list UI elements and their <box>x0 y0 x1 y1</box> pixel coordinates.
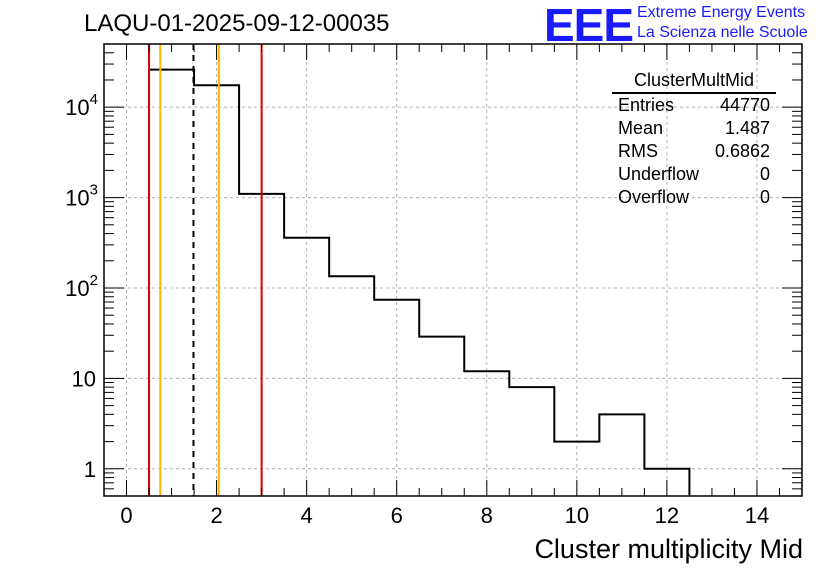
x-tick-label: 14 <box>745 503 769 528</box>
stats-box: ClusterMultMid Entries 44770 Mean 1.487 RMS 0… <box>612 70 776 209</box>
stats-value: 0 <box>759 187 770 207</box>
x-tick-label: 2 <box>210 503 222 528</box>
x-axis-label: Cluster multiplicity Mid <box>534 534 803 564</box>
logo-line-1: Extreme Energy Events <box>637 4 806 21</box>
stats-row: Entries 44770 <box>612 94 776 117</box>
stats-value: 1.487 <box>724 118 770 138</box>
eee-logo: EEE <box>544 0 634 51</box>
stats-row: RMS 0.6862 <box>612 140 776 163</box>
histogram-bin <box>329 276 374 496</box>
stats-label: Overflow <box>618 187 690 207</box>
y-axis: 1 10 102 103 104 <box>65 43 802 490</box>
grid-lines <box>104 44 802 496</box>
marker-lines <box>148 44 263 496</box>
y-tick-label: 10 <box>72 366 96 391</box>
stats-value: 44770 <box>719 95 770 115</box>
histogram-bin <box>374 300 419 496</box>
histogram-bin <box>464 371 509 496</box>
histogram-bin <box>149 70 194 496</box>
stats-title: ClusterMultMid <box>612 70 776 94</box>
histogram-bars <box>148 68 691 496</box>
histogram-outline <box>148 68 691 496</box>
y-tick-label: 1 <box>84 457 96 482</box>
stats-row: Overflow 0 <box>612 186 776 209</box>
plot-title: LAQU-01-2025-09-12-00035 <box>84 10 390 37</box>
x-tick-label: 4 <box>301 503 313 528</box>
plot-frame <box>103 43 803 497</box>
stats-label: Underflow <box>618 164 700 184</box>
histogram-bin <box>419 337 464 496</box>
logo-line-2: La Scienza nelle Scuole <box>637 24 808 41</box>
histogram-bin <box>509 387 554 496</box>
stats-label: Mean <box>618 118 664 138</box>
y-tick-label: 104 <box>65 91 98 120</box>
stats-label: RMS <box>618 141 658 161</box>
stats-row: Mean 1.487 <box>612 117 776 140</box>
stats-value: 0 <box>759 164 770 184</box>
x-tick-label: 0 <box>120 503 132 528</box>
x-tick-label: 8 <box>481 503 493 528</box>
y-tick-label: 103 <box>65 182 98 211</box>
histogram-bin <box>284 238 329 496</box>
stats-label: Entries <box>618 95 675 115</box>
stats-value: 0.6862 <box>714 141 770 161</box>
x-tick-label: 10 <box>565 503 589 528</box>
y-tick-label: 102 <box>65 272 98 301</box>
plot-border <box>103 43 803 497</box>
stats-row: Underflow 0 <box>612 163 776 186</box>
x-tick-label: 6 <box>391 503 403 528</box>
x-tick-label: 12 <box>655 503 679 528</box>
histogram-bin <box>194 85 239 496</box>
histogram-bin <box>599 414 644 496</box>
x-axis: 0 2 4 6 8 10 12 14 <box>103 44 803 528</box>
